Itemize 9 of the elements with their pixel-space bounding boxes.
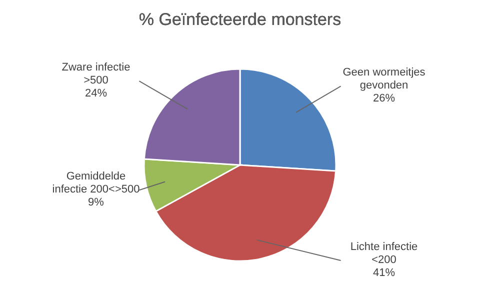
- slice-label: Lichte infectie <200: [350, 241, 418, 266]
- slice-label: Geen wormeitjes gevonden: [342, 66, 426, 92]
- slice-label: Gemiddelde infectie 200<>500: [52, 170, 140, 196]
- data-label: 26%: [372, 92, 396, 105]
- slice-label: Zware infectie >500: [62, 62, 130, 87]
- data-label: 9%: [88, 196, 104, 209]
- data-label: 41%: [372, 267, 396, 279]
- chart-title: % Geïnfecteerde monsters: [138, 10, 342, 29]
- data-label: 24%: [84, 88, 108, 100]
